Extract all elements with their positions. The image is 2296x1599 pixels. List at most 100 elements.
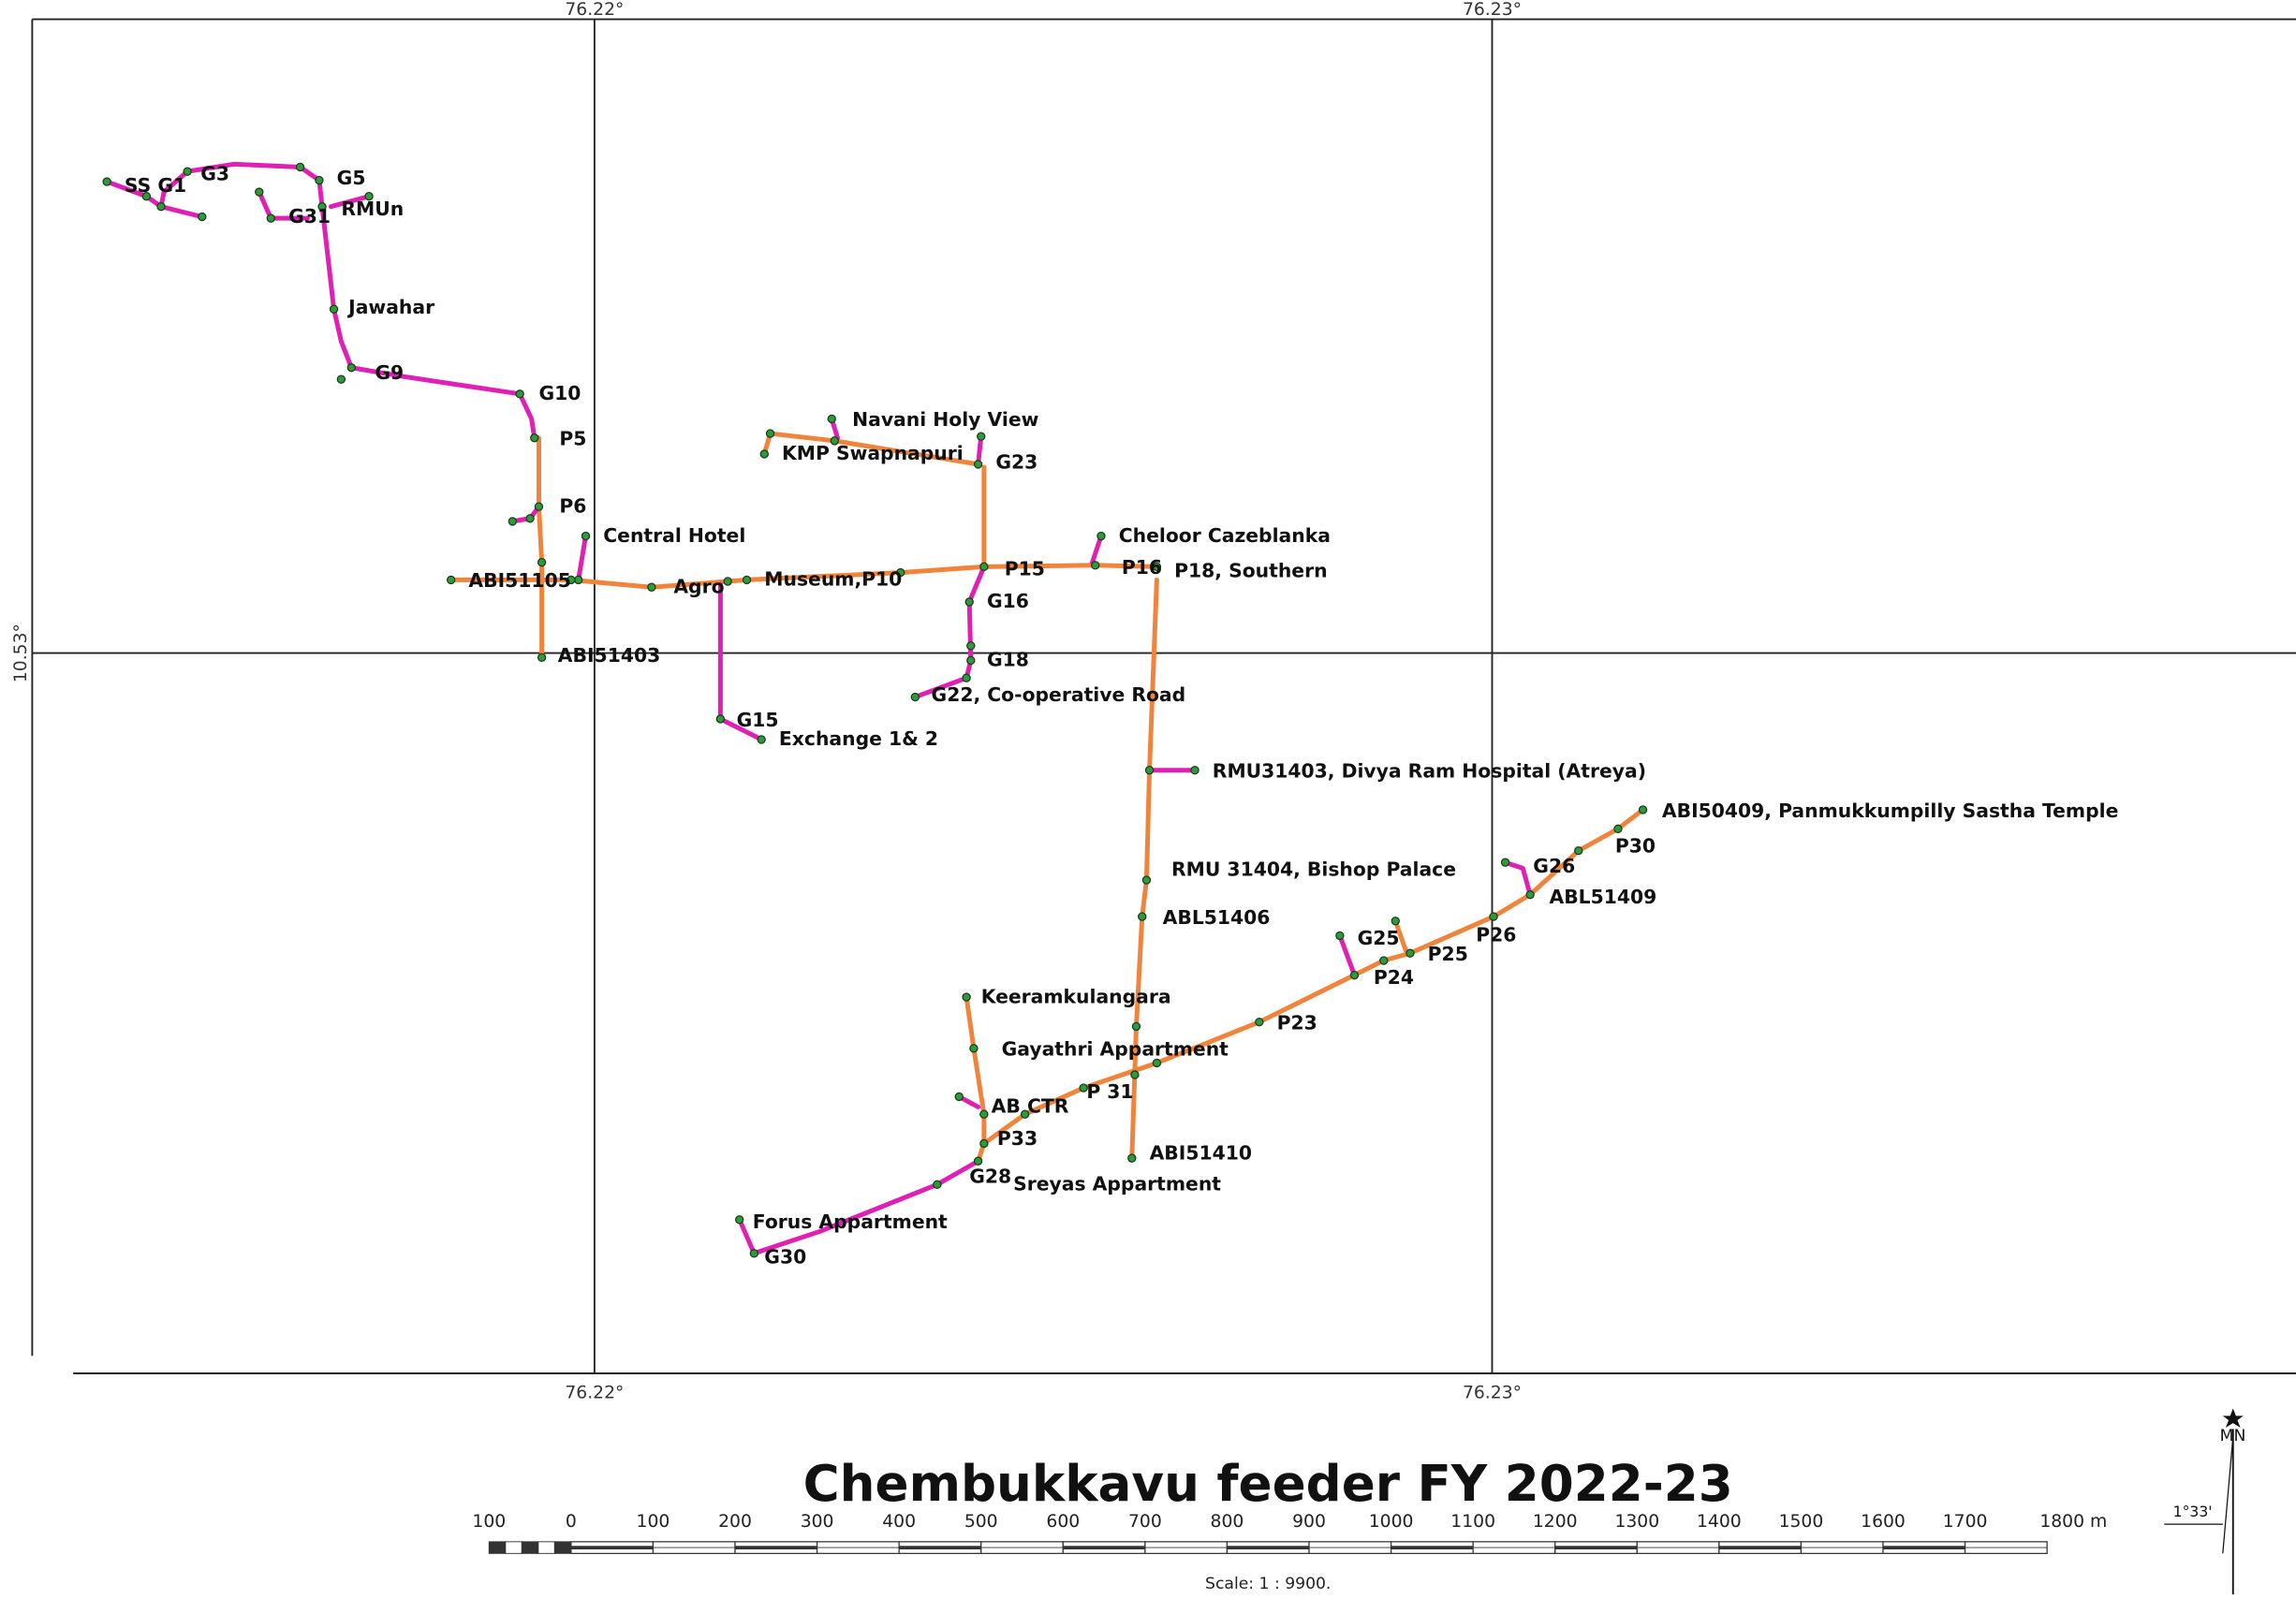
node [1127,1153,1137,1163]
node [1144,766,1155,775]
node-label: Forus Appartment [753,1210,948,1233]
node [530,433,539,443]
node-label: G26 [1533,855,1575,877]
grid-label: 10.53° [11,623,31,682]
feeder-lines [104,161,1646,1256]
grid-label: 76.22° [565,0,624,20]
node [581,531,591,541]
scale-label: 400 [882,1512,916,1532]
node [647,582,656,592]
node-label: RMU 31404, Bishop Palace [1171,858,1456,880]
grid-label: 76.23° [1463,0,1522,20]
scale-label: 500 [964,1512,998,1532]
scale-label: 300 [801,1512,834,1532]
node [525,514,535,523]
node [1379,956,1389,965]
north-arrow: MN 1°33' [2164,1408,2246,1595]
scale-label: 800 [1211,1512,1244,1532]
node [534,502,544,511]
node [1141,875,1152,885]
node-label: G31 [288,205,331,227]
node [508,517,518,526]
node [757,735,766,744]
node [1020,1109,1030,1119]
node [1091,561,1100,570]
node [973,460,983,469]
node [1613,824,1623,833]
node-label: Exchange 1& 2 [779,727,938,750]
node [156,201,166,212]
node [537,653,547,663]
node [933,1180,942,1189]
node [979,1109,989,1119]
node [1489,912,1498,921]
node [1096,531,1106,541]
node [1130,1070,1140,1079]
node [1500,858,1510,867]
node-label: G16 [987,590,1029,612]
node-label: G28 [969,1166,1011,1188]
node-label: ABI50409, Panmukkumpilly Sastha Temple [1662,800,2119,822]
node [977,432,986,441]
node-label: ABL51409 [1549,886,1656,908]
node-label: ABI51403 [558,644,660,667]
node [537,557,547,567]
node [969,1044,979,1053]
node [515,389,524,399]
scale-segment [488,1541,507,1554]
node [735,1215,744,1225]
scale-segment [521,1541,539,1554]
scale-label: 1400 [1697,1512,1742,1532]
scale-label: 200 [718,1512,752,1532]
node [336,374,346,384]
node [966,655,976,666]
node-label: Navani Holy View [852,408,1038,431]
node-label: P5 [559,428,586,450]
node [966,641,976,651]
node [1406,948,1415,958]
scale-label: 1100 [1450,1512,1495,1532]
scale-label: 1700 [1943,1512,1988,1532]
node [749,1249,759,1258]
node-label: Gayathri Appartment [1002,1038,1229,1061]
node [1152,1058,1162,1068]
node-label: G22, Co-operative Road [932,683,1186,706]
node [1079,1083,1088,1093]
scale-label: 1800 m [2039,1512,2107,1532]
node-label: G5 [337,167,366,189]
node-label: Agro [673,576,724,598]
node [446,575,456,585]
scale-label: 1300 [1614,1512,1659,1532]
node-label: P23 [1277,1012,1317,1034]
node-label: P25 [1428,943,1468,965]
node [317,201,327,212]
node [1255,1018,1264,1027]
node [1574,846,1583,856]
node-label: G30 [764,1246,806,1269]
node-label: P 31 [1086,1080,1133,1103]
node-labels: SS G1 G3 G5 G31 RMUn Jawahar G9 G10 P5 P6 Central … [125,163,2118,1269]
node [759,449,769,459]
node-label: P33 [997,1127,1038,1150]
node [346,362,356,373]
node [979,1138,989,1149]
node [329,304,339,314]
scale-segment [537,1541,555,1554]
node [255,187,264,197]
scale-label: 700 [1128,1512,1162,1532]
north-label: MN [2220,1427,2246,1445]
node-label: Sreyas Appartment [1013,1173,1221,1196]
node [723,577,732,586]
node [266,213,275,223]
node-label: G23 [995,451,1038,474]
node-label: P6 [559,495,586,518]
map-frame [31,18,2296,1374]
node [765,429,775,438]
node [102,177,111,186]
node [567,575,576,585]
node [962,992,971,1002]
scale-label: 100 [472,1512,506,1532]
node-label: Keeramkulangara [981,985,1171,1007]
node [979,562,989,572]
grid-label: 76.22° [565,1384,624,1403]
